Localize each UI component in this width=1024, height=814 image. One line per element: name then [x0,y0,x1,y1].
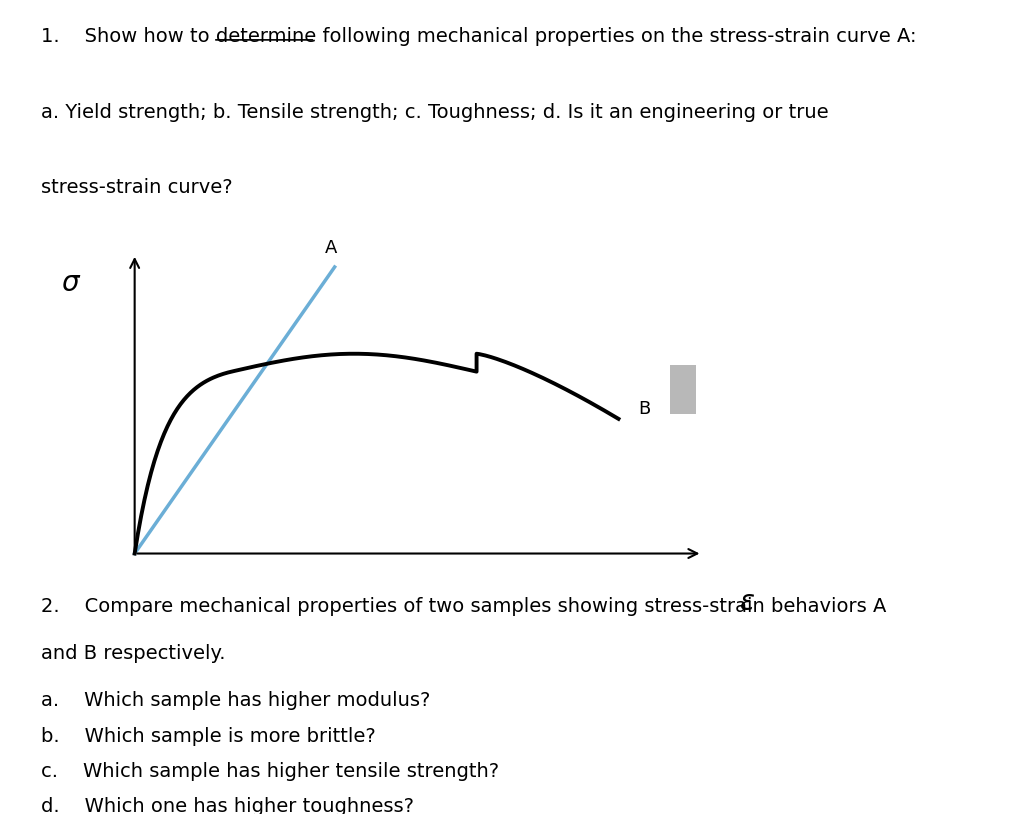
Text: 1.    Show how to determine following mechanical properties on the stress-strain: 1. Show how to determine following mecha… [41,28,916,46]
Text: B: B [638,400,650,418]
Text: 2.    Compare mechanical properties of two samples showing stress-strain behavio: 2. Compare mechanical properties of two … [41,597,887,616]
Text: A: A [326,239,338,257]
Text: a.    Which sample has higher modulus?: a. Which sample has higher modulus? [41,691,430,711]
Text: b.    Which sample is more brittle?: b. Which sample is more brittle? [41,727,376,746]
Text: a. Yield strength; b. Tensile strength; c. Toughness; d. Is it an engineering or: a. Yield strength; b. Tensile strength; … [41,103,828,121]
Bar [670,365,696,414]
Text: stress-strain curve?: stress-strain curve? [41,177,232,197]
Text: σ: σ [61,269,79,297]
Text: c.    Which sample has higher tensile strength?: c. Which sample has higher tensile stren… [41,762,499,781]
Text: d.    Which one has higher toughness?: d. Which one has higher toughness? [41,798,414,814]
Text: ε: ε [740,589,755,616]
Text: and B respectively.: and B respectively. [41,644,225,663]
